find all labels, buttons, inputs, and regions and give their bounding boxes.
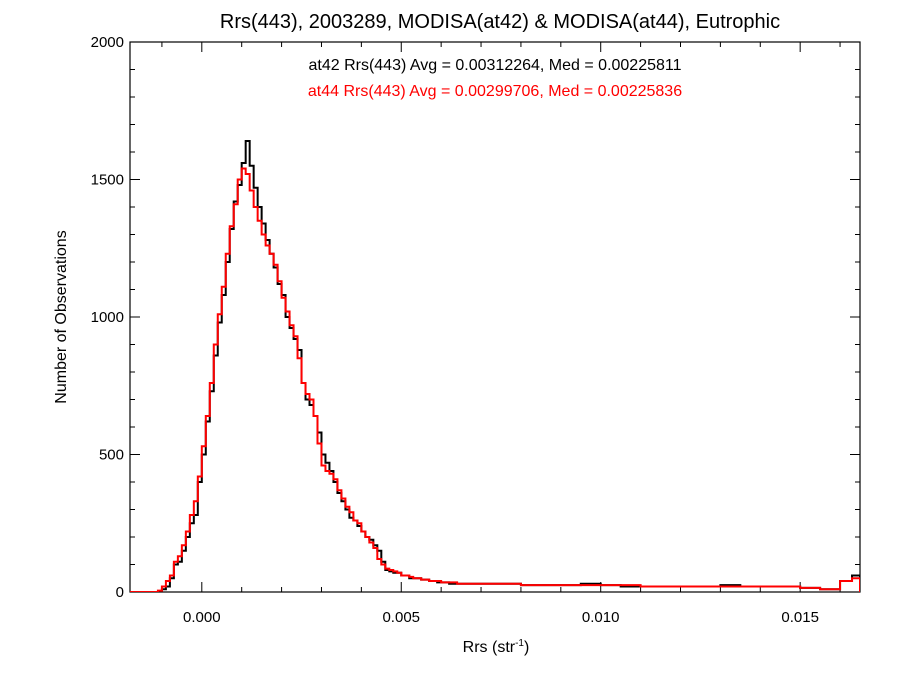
annotation-at42: at42 Rrs(443) Avg = 0.00312264, Med = 0.… bbox=[308, 57, 681, 74]
series-line-0 bbox=[130, 140, 860, 592]
x-tick-label: 0.000 bbox=[183, 609, 221, 626]
x-tick-label: 0.015 bbox=[781, 609, 819, 626]
plot-frame bbox=[129, 41, 861, 593]
y-tick-label: 0 bbox=[116, 584, 124, 601]
y-axis-label: Number of Observations bbox=[53, 230, 70, 403]
x-axis-label-close: ) bbox=[524, 639, 529, 656]
y-tick-label: 2000 bbox=[91, 34, 124, 51]
y-tick-label: 500 bbox=[99, 447, 124, 464]
x-axis-label-main: Rrs (str bbox=[463, 639, 516, 656]
series-line-1 bbox=[130, 167, 860, 592]
annotation-at44: at44 Rrs(443) Avg = 0.00299706, Med = 0.… bbox=[308, 83, 682, 100]
x-tick-label: 0.010 bbox=[582, 609, 620, 626]
x-axis-ticks: 0.000 0.005 0.010 0.015 bbox=[161, 42, 841, 626]
y-axis-ticks: 0 500 1000 1500 2000 bbox=[91, 34, 860, 601]
x-tick-label: 0.005 bbox=[382, 609, 420, 626]
y-tick-label: 1500 bbox=[91, 172, 124, 189]
x-axis-label: Rrs (str-1) bbox=[463, 638, 530, 656]
chart-title: Rrs(443), 2003289, MODISA(at42) & MODISA… bbox=[220, 11, 780, 33]
x-axis-label-superscript: -1 bbox=[515, 638, 524, 649]
series-layer bbox=[130, 140, 860, 592]
y-tick-label: 1000 bbox=[91, 309, 124, 326]
